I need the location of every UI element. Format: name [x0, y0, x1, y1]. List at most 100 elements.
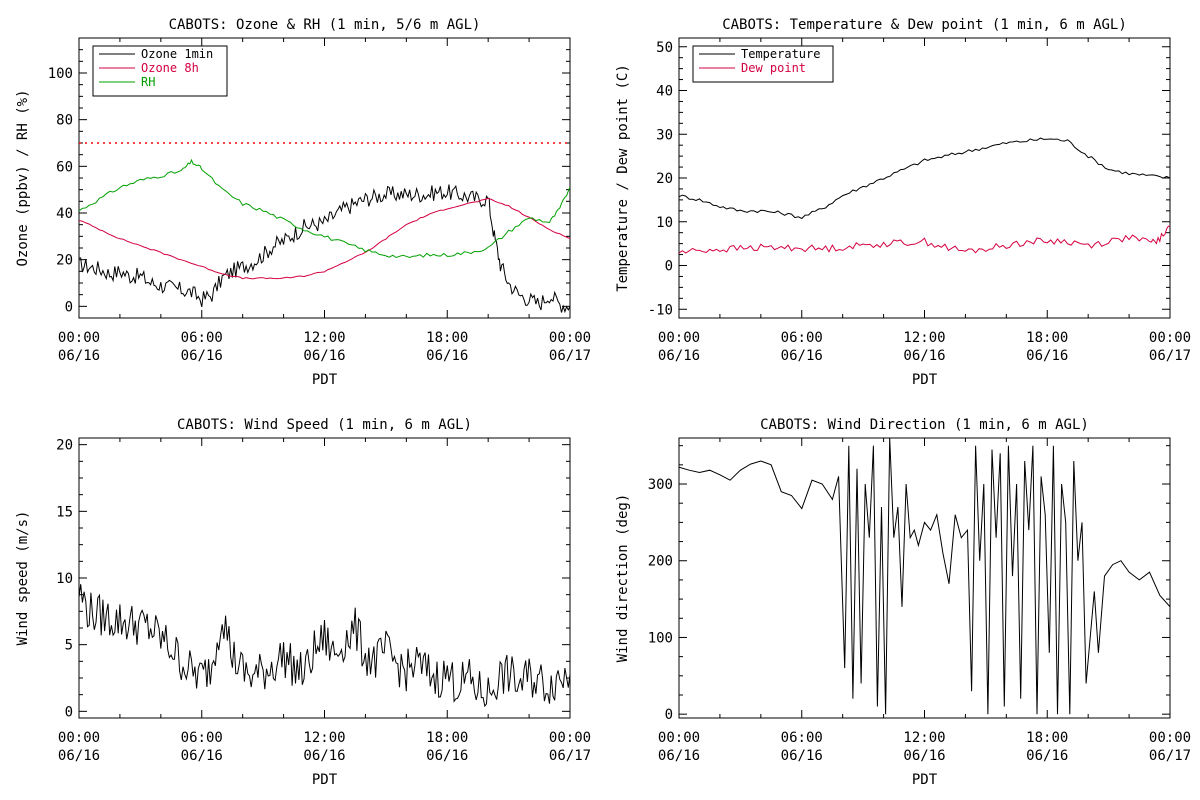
y-tick-label: 0 [665, 259, 673, 275]
panel-temp-dew: CABOTS: Temperature & Dew point (1 min, … [615, 17, 1191, 388]
x-tick-date: 06/16 [181, 748, 223, 764]
x-tick-label: 12:00 06/16 [303, 330, 345, 364]
y-tick-label: 50 [656, 40, 673, 56]
x-tick-time: 18:00 [426, 330, 468, 346]
legend-label: Dew point [741, 61, 806, 75]
x-tick-date: 06/16 [181, 348, 223, 364]
x-tick-time: 00:00 [1149, 730, 1191, 746]
x-tick-date: 06/16 [903, 348, 945, 364]
x-tick-time: 00:00 [58, 330, 100, 346]
x-tick-date: 06/17 [549, 348, 591, 364]
plot-frame [678, 437, 1171, 719]
legend-box [692, 45, 834, 83]
y-tick-label: 80 [56, 113, 73, 129]
x-tick-time: 18:00 [1026, 730, 1068, 746]
x-tick-time: 12:00 [903, 330, 945, 346]
series-line-rh [79, 158, 570, 259]
x-tick-date: 06/16 [303, 348, 345, 364]
x-tick-time: 00:00 [658, 730, 700, 746]
y-tick-label: 0 [65, 299, 73, 315]
x-tick-time: 12:00 [303, 330, 345, 346]
x-tick-date: 06/17 [1149, 748, 1191, 764]
y-axis-label: Wind speed (m/s) [15, 511, 31, 646]
x-tick-date: 06/16 [1026, 748, 1068, 764]
x-tick-date: 06/16 [658, 348, 700, 364]
x-axis-label: PDT [312, 772, 338, 788]
chart-title: CABOTS: Ozone & RH (1 min, 5/6 m AGL) [169, 17, 481, 33]
y-tick-label: -10 [648, 302, 673, 318]
x-tick-date: 06/16 [903, 748, 945, 764]
x-tick-time: 06:00 [181, 330, 223, 346]
x-tick-label: 12:00 06/16 [903, 330, 945, 364]
x-tick-label: 18:00 06/16 [426, 330, 468, 364]
panel-wind-speed: CABOTS: Wind Speed (1 min, 6 m AGL) 0 5 10 1… [15, 417, 591, 788]
legend-label: RH [141, 75, 155, 89]
series-line-series [679, 438, 1170, 715]
y-tick-label: 100 [48, 66, 73, 82]
x-tick-date: 06/16 [303, 748, 345, 764]
series-line-dew-point [679, 225, 1170, 254]
chart-title: CABOTS: Temperature & Dew point (1 min, … [722, 17, 1127, 33]
y-tick-label: 60 [56, 159, 73, 175]
x-tick-label: 18:00 06/16 [426, 730, 468, 764]
x-tick-date: 06/16 [426, 748, 468, 764]
y-tick-label: 15 [56, 504, 73, 520]
y-tick-label: 5 [65, 638, 73, 654]
x-tick-date: 06/16 [781, 748, 823, 764]
x-tick-time: 00:00 [1149, 330, 1191, 346]
x-tick-label: 18:00 06/16 [1026, 730, 1068, 764]
x-tick-date: 06/16 [781, 348, 823, 364]
x-tick-label: 06:00 06/16 [181, 330, 223, 364]
series-line-series [79, 584, 570, 708]
x-tick-label: 06:00 06/16 [781, 330, 823, 364]
x-tick-time: 06:00 [181, 730, 223, 746]
chart-title: CABOTS: Wind Speed (1 min, 6 m AGL) [177, 417, 472, 433]
x-tick-date: 06/16 [58, 348, 100, 364]
x-tick-time: 12:00 [903, 730, 945, 746]
x-tick-time: 06:00 [781, 330, 823, 346]
y-axis-label: Wind direction (deg) [615, 494, 631, 663]
x-tick-label: 12:00 06/16 [303, 730, 345, 764]
x-axis-label: PDT [312, 372, 338, 388]
x-tick-date: 06/16 [58, 748, 100, 764]
x-tick-time: 12:00 [303, 730, 345, 746]
x-tick-label: 00:00 06/16 [58, 730, 100, 764]
x-tick-date: 06/17 [549, 748, 591, 764]
y-axis-label: Ozone (ppbv) / RH (%) [15, 89, 31, 266]
panel-wind-dir: CABOTS: Wind Direction (1 min, 6 m AGL) 0… [615, 417, 1191, 788]
series-line-temperature [679, 137, 1170, 220]
x-tick-date: 06/17 [1149, 348, 1191, 364]
x-axis-label: PDT [912, 772, 938, 788]
x-tick-label: 00:00 06/16 [658, 330, 700, 364]
legend-label: Ozone 8h [141, 61, 199, 75]
x-tick-label: 06:00 06/16 [781, 730, 823, 764]
x-tick-date: 06/16 [1026, 348, 1068, 364]
y-tick-label: 10 [56, 571, 73, 587]
y-tick-label: 10 [656, 215, 673, 231]
series-line-ozone-1min [79, 184, 570, 314]
x-axis-label: PDT [912, 372, 938, 388]
series-line-ozone-8h [79, 197, 570, 280]
y-tick-label: 20 [56, 253, 73, 269]
x-tick-time: 00:00 [658, 330, 700, 346]
x-tick-label: 06:00 06/16 [181, 730, 223, 764]
x-tick-label: 00:00 06/17 [549, 730, 591, 764]
y-tick-label: 0 [665, 707, 673, 723]
legend-label: Temperature [741, 47, 820, 61]
y-tick-label: 0 [65, 704, 73, 720]
y-tick-label: 30 [656, 127, 673, 143]
x-tick-time: 06:00 [781, 730, 823, 746]
chart-title: CABOTS: Wind Direction (1 min, 6 m AGL) [760, 417, 1089, 433]
panel-ozone-rh: CABOTS: Ozone & RH (1 min, 5/6 m AGL) 0 20… [15, 17, 591, 388]
x-tick-label: 00:00 06/16 [658, 730, 700, 764]
y-tick-label: 200 [648, 554, 673, 570]
y-tick-label: 300 [648, 477, 673, 493]
x-tick-label: 00:00 06/17 [549, 330, 591, 364]
y-axis-label: Temperature / Dew point (C) [615, 64, 631, 292]
legend-label: Ozone 1min [141, 47, 213, 61]
x-tick-label: 00:00 06/16 [58, 330, 100, 364]
x-tick-date: 06/16 [658, 748, 700, 764]
